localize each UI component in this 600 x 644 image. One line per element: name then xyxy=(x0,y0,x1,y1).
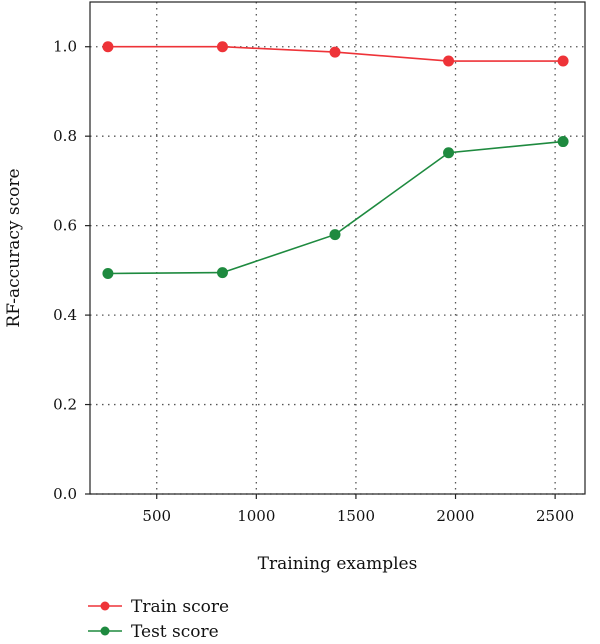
legend-label-train-score: Train score xyxy=(131,597,229,617)
y-tick-label: 0.2 xyxy=(53,396,77,414)
y-tick-label: 0.4 xyxy=(53,306,77,324)
legend: Train score Test score xyxy=(88,597,229,642)
x-tick-label: 500 xyxy=(142,507,171,525)
data-point-train-score xyxy=(329,46,341,58)
series-line-test-score xyxy=(107,140,564,275)
data-point-test-score xyxy=(443,147,455,159)
data-point-test-score xyxy=(102,267,114,279)
y-axis-label: RF-accuracy score xyxy=(4,168,24,327)
data-point-train-score xyxy=(443,55,455,67)
grid-lines xyxy=(90,2,585,495)
y-tick-label: 0.8 xyxy=(53,127,77,145)
legend-item-test-score: Test score xyxy=(88,622,219,642)
data-point-test-score xyxy=(329,229,341,241)
data-point-train-score xyxy=(102,41,114,53)
y-tick-label: 0.0 xyxy=(53,485,77,503)
y-tick-label: 1.0 xyxy=(53,38,77,56)
legend-marker-test-score xyxy=(100,626,110,636)
data-point-train-score xyxy=(557,55,569,67)
legend-item-train-score: Train score xyxy=(88,597,229,617)
data-point-test-score xyxy=(557,136,569,148)
x-tick-label: 2500 xyxy=(536,507,574,525)
y-tick-label: 0.6 xyxy=(53,217,77,235)
series-layer xyxy=(102,41,569,279)
data-point-test-score xyxy=(216,267,228,279)
x-tick-label: 1000 xyxy=(237,507,275,525)
legend-label-test-score: Test score xyxy=(131,622,219,642)
x-axis-label: Training examples xyxy=(258,554,418,574)
plot-frame xyxy=(89,1,586,495)
series-train-score xyxy=(102,41,569,67)
data-point-train-score xyxy=(216,41,228,53)
series-test-score xyxy=(102,136,569,279)
x-tick-label: 1500 xyxy=(337,507,375,525)
legend-marker-train-score xyxy=(100,601,110,611)
x-tick-label: 2000 xyxy=(436,507,474,525)
axis-ticks: 500 1000 1500 2000 2500 0.0 0.2 0.4 0.6 0.8 1.0 xyxy=(53,38,574,525)
